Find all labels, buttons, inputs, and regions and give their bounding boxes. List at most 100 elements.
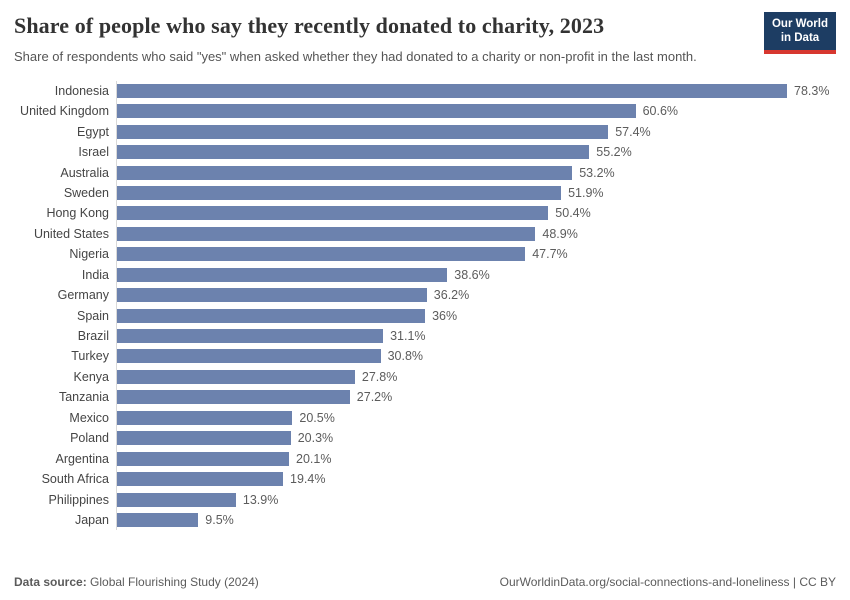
country-label: Argentina (55, 451, 109, 466)
country-label: Sweden (63, 185, 109, 200)
country-label: South Africa (41, 472, 109, 487)
owid-logo-line2: in Data (780, 32, 820, 45)
owid-logo-line1: Our World (771, 18, 828, 30)
bar[interactable] (117, 410, 293, 425)
bar-row: South Africa 19.4% (14, 468, 836, 490)
bar-track: 51.9% (116, 182, 836, 204)
bar[interactable] (117, 226, 536, 241)
bar[interactable] (117, 206, 549, 221)
bar-track: 20.1% (116, 448, 836, 469)
value-label: 51.9% (568, 185, 604, 200)
bar-row: Japan 9.5% (14, 509, 836, 531)
bar[interactable] (117, 390, 350, 405)
bar-row: Hong Kong 50.4% (14, 203, 836, 224)
bar-track: 48.9% (116, 223, 836, 245)
bar-row: Brazil 31.1% (14, 325, 836, 347)
value-label: 47.7% (532, 247, 568, 262)
bar-row: Kenya 27.8% (14, 366, 836, 388)
bar[interactable] (117, 431, 291, 446)
value-label: 36.2% (433, 288, 470, 303)
bar-track: 9.5% (116, 509, 836, 531)
bar-track: 55.2% (116, 141, 836, 163)
bar-row: Indonesia 78.3% (14, 80, 836, 101)
bar-track: 36.2% (116, 284, 836, 306)
bar[interactable] (117, 267, 448, 282)
bar[interactable] (117, 145, 590, 160)
bar-track: 38.6% (116, 264, 836, 285)
bar-row: Poland 20.3% (14, 427, 836, 449)
bar[interactable] (117, 472, 283, 487)
bar[interactable] (117, 512, 199, 527)
bar-row: Germany 36.2% (14, 284, 836, 306)
bar-track: 50.4% (116, 203, 836, 224)
data-source-value: Global Flourishing Study (2024) (86, 575, 259, 589)
value-label: 20.3% (297, 431, 334, 446)
value-label: 60.6% (642, 104, 679, 119)
bar[interactable] (117, 451, 289, 466)
country-label: Japan (74, 512, 109, 527)
owid-logo[interactable]: Our World in Data (764, 12, 836, 54)
bar-chart: Indonesia 78.3% United Kingdom 60.6% Egypt 57… (14, 80, 836, 531)
bar[interactable] (117, 492, 236, 507)
bar-row: Nigeria 47.7% (14, 244, 836, 265)
value-label: 38.6% (454, 267, 490, 282)
page-title: Share of people who say they recently do… (14, 13, 605, 38)
country-label: Egypt (77, 124, 109, 139)
value-label: 20.1% (296, 451, 332, 466)
bar[interactable] (117, 329, 384, 344)
bar-row: Mexico 20.5% (14, 407, 836, 428)
bar[interactable] (117, 185, 562, 200)
value-label: 27.2% (356, 390, 393, 405)
bar-track: 20.5% (116, 407, 836, 428)
value-label: 36% (432, 308, 458, 323)
bar[interactable] (117, 247, 526, 262)
bar[interactable] (117, 104, 636, 119)
bar[interactable] (117, 369, 355, 384)
country-label: Spain (77, 308, 109, 323)
value-label: 30.8% (387, 349, 424, 364)
value-label: 9.5% (205, 512, 234, 527)
bar[interactable] (117, 83, 787, 98)
bar-row: Egypt 57.4% (14, 121, 836, 142)
value-label: 78.3% (794, 83, 830, 98)
country-label: Poland (70, 431, 109, 446)
country-label: Germany (57, 288, 109, 303)
bar-track: 30.8% (116, 346, 836, 367)
data-source-label: Data source: (14, 575, 87, 589)
bar-row: Argentina 20.1% (14, 448, 836, 469)
country-label: Tanzania (58, 390, 109, 405)
country-label: United Kingdom (20, 104, 109, 119)
country-label: United States (33, 226, 109, 241)
data-source: Data source: Global Flourishing Study (2… (14, 575, 259, 589)
value-label: 48.9% (542, 226, 578, 241)
bar-track: 19.4% (116, 468, 836, 490)
bar-track: 47.7% (116, 244, 836, 265)
bar-track: 57.4% (116, 121, 836, 142)
value-label: 57.4% (615, 124, 651, 139)
country-label: Turkey (71, 349, 109, 364)
country-label: Indonesia (54, 83, 109, 98)
bar-row: Tanzania 27.2% (14, 387, 836, 408)
bar-track: 27.8% (116, 366, 836, 388)
chart-subtitle: Share of respondents who said "yes" when… (14, 49, 697, 64)
country-label: India (81, 267, 109, 282)
country-label: Mexico (69, 410, 109, 425)
country-label: Israel (78, 145, 109, 160)
country-label: Philippines (48, 492, 109, 507)
value-label: 53.2% (579, 165, 615, 180)
bar-row: Sweden 51.9% (14, 182, 836, 204)
bar[interactable] (117, 124, 609, 139)
bar-row: Spain 36% (14, 305, 836, 326)
country-label: Nigeria (69, 247, 109, 262)
bar[interactable] (117, 349, 381, 364)
country-label: Australia (60, 165, 109, 180)
bar[interactable] (117, 165, 573, 180)
credit-link[interactable]: OurWorldinData.org/social-connections-an… (499, 575, 836, 589)
value-label: 27.8% (361, 369, 398, 384)
bar-row: Australia 53.2% (14, 162, 836, 183)
bar[interactable] (117, 288, 427, 303)
country-label: Kenya (73, 369, 109, 384)
bar-row: Philippines 13.9% (14, 489, 836, 510)
bar[interactable] (117, 308, 426, 323)
